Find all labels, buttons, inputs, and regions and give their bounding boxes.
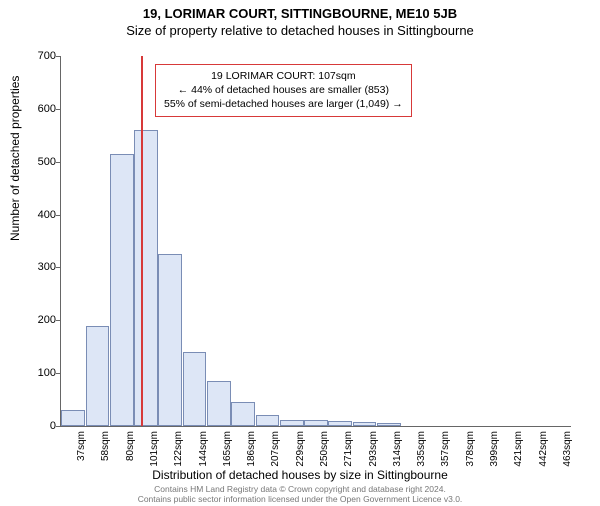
y-tick-label: 400 (16, 209, 56, 221)
y-tick-mark (56, 426, 61, 427)
histogram-bar (377, 423, 401, 426)
histogram-bar (110, 154, 134, 426)
footer-line-2: Contains public sector information licen… (0, 494, 600, 504)
footer: Contains HM Land Registry data © Crown c… (0, 484, 600, 504)
y-tick-label: 100 (16, 367, 56, 379)
annotation-line-3: 55% of semi-detached houses are larger (… (164, 97, 403, 111)
annotation-box: 19 LORIMAR COURT: 107sqm ← 44% of detach… (155, 64, 412, 117)
histogram-bar (134, 130, 158, 426)
y-tick-label: 600 (16, 103, 56, 115)
histogram-bar (61, 410, 85, 426)
histogram-bar (328, 421, 352, 426)
y-tick-label: 200 (16, 314, 56, 326)
histogram-bar (183, 352, 207, 426)
histogram-bar (353, 422, 377, 426)
footer-line-1: Contains HM Land Registry data © Crown c… (0, 484, 600, 494)
histogram-bar (231, 402, 255, 426)
histogram-bar (256, 415, 280, 426)
annotation-line-2: ← 44% of detached houses are smaller (85… (164, 83, 403, 97)
y-tick-label: 500 (16, 156, 56, 168)
title-main: 19, LORIMAR COURT, SITTINGBOURNE, ME10 5… (0, 6, 600, 21)
y-tick-mark (56, 56, 61, 57)
y-tick-mark (56, 320, 61, 321)
histogram-bar (86, 326, 110, 426)
y-tick-label: 300 (16, 261, 56, 273)
y-tick-mark (56, 215, 61, 216)
y-tick-mark (56, 267, 61, 268)
y-tick-mark (56, 373, 61, 374)
annotation-line-1: 19 LORIMAR COURT: 107sqm (164, 69, 403, 83)
y-tick-label: 0 (16, 420, 56, 432)
histogram-bar (280, 420, 304, 426)
y-tick-mark (56, 109, 61, 110)
histogram-bar (207, 381, 231, 426)
x-axis-label: Distribution of detached houses by size … (0, 468, 600, 482)
histogram-bar (304, 420, 328, 426)
histogram-bar (158, 254, 182, 426)
title-sub: Size of property relative to detached ho… (0, 23, 600, 38)
chart-area: 010020030040050060070037sqm58sqm80sqm101… (60, 56, 570, 426)
y-tick-label: 700 (16, 50, 56, 62)
property-marker-line (141, 56, 143, 426)
y-tick-mark (56, 162, 61, 163)
